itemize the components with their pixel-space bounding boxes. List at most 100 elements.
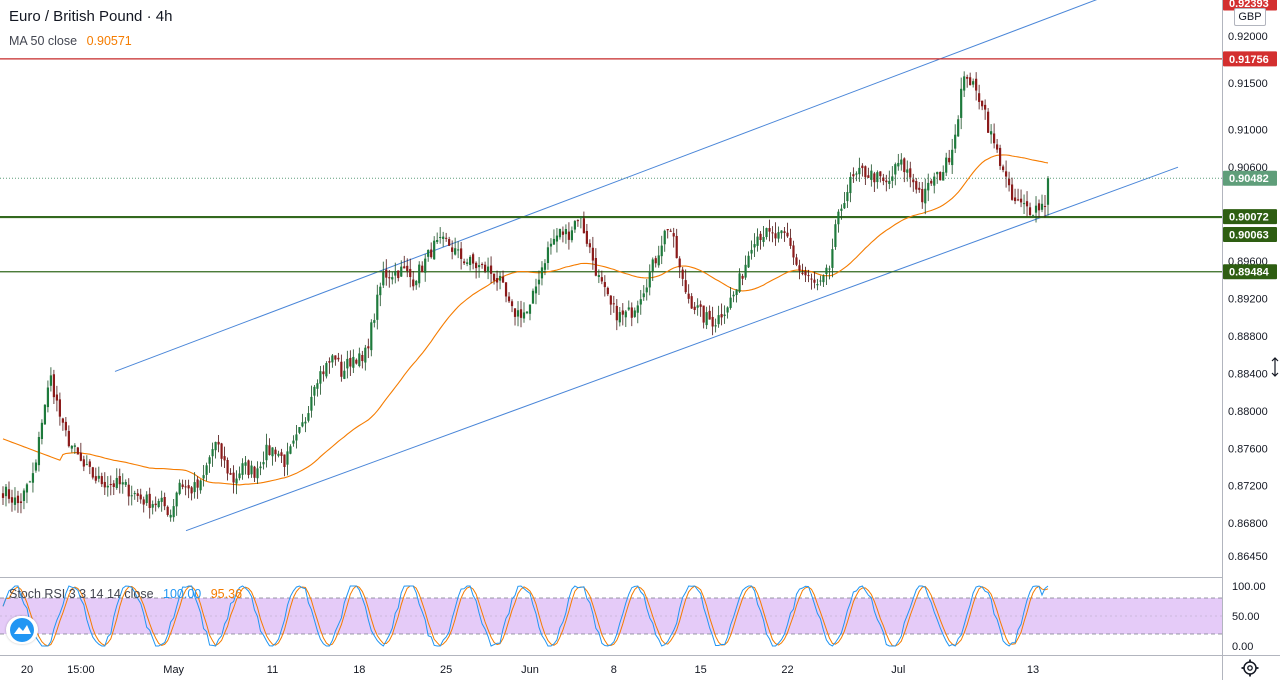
symbol-title[interactable]: Euro / British Pound · 4h (9, 8, 172, 25)
candle-body (196, 479, 199, 488)
ma-legend[interactable]: MA 50 close 0.90571 (9, 34, 132, 48)
candle-body (555, 235, 559, 242)
candle-body (564, 228, 568, 235)
candle-body (570, 230, 574, 241)
moving-average (2, 154, 1049, 486)
candle-body (873, 173, 876, 183)
stoch-rsi-pane (0, 585, 1222, 647)
candle-body (903, 158, 906, 173)
ma-legend-value: 0.90571 (86, 34, 132, 48)
candle-body (636, 305, 639, 313)
candle-body (58, 399, 61, 417)
candle-body (382, 272, 385, 286)
candle-body (981, 100, 984, 107)
price-tag-0.91756: 0.91756 (1229, 54, 1269, 66)
candle-body (867, 175, 870, 178)
candle-body (666, 229, 669, 231)
candle-body (1, 493, 5, 498)
candle-body (990, 131, 993, 135)
candle-body (693, 306, 696, 310)
candle-body (103, 481, 106, 488)
candle-body (546, 247, 550, 264)
y-tick-label: 0.86800 (1228, 518, 1268, 530)
candle-body (723, 314, 726, 317)
candle-body (861, 165, 864, 169)
candle-body (516, 310, 520, 317)
candle-body (1007, 178, 1011, 186)
candle-body (85, 464, 88, 466)
price-tag-0.92393: 0.92393 (1229, 0, 1269, 10)
axis-drag-handle[interactable] (1271, 356, 1280, 378)
y-tick-label: 0.87600 (1228, 443, 1268, 455)
candle-body (651, 259, 654, 272)
candle-body (157, 500, 160, 508)
candle-body (600, 277, 603, 282)
candle-body (951, 149, 954, 166)
candle-body (843, 203, 846, 209)
ma-legend-label: MA 50 close (9, 34, 78, 48)
gear-icon[interactable] (1241, 659, 1259, 677)
candle-body (513, 308, 517, 317)
candle-body (52, 374, 56, 398)
candle-body (993, 133, 996, 144)
candle-body (337, 357, 340, 360)
candle-body (4, 486, 8, 497)
price-tags: 0.92393 0.91756 0.90482 0.90072 0.90063 0.894… (1223, 0, 1277, 280)
candle-body (822, 275, 825, 283)
candle-body (768, 228, 771, 232)
candle-body (972, 81, 975, 85)
price-axis[interactable]: 0.920000.915000.910000.906000.896000.892… (1228, 31, 1268, 653)
candle-body (349, 357, 352, 367)
candle-body (558, 228, 562, 238)
candle-body (220, 443, 223, 459)
y-tick-label: 0.86450 (1228, 551, 1268, 563)
candle-body (322, 371, 325, 375)
currency-badge[interactable]: GBP (1234, 8, 1266, 26)
candle-body (759, 233, 762, 241)
candle-body (295, 434, 298, 441)
rsi-legend[interactable]: Stoch RSI 3 3 14 14 close 100.00 95.36 (9, 587, 242, 601)
candle-body (373, 320, 376, 323)
candle-body (139, 494, 142, 500)
candle-body (271, 447, 274, 457)
candle-body (112, 483, 115, 488)
candle-body (1004, 171, 1008, 177)
candle-body (301, 422, 304, 427)
candle-body (531, 290, 535, 304)
candle-body (678, 258, 681, 268)
candle-body (864, 166, 867, 178)
candle-body (735, 289, 738, 296)
candle-body (834, 224, 837, 247)
candle-body (819, 280, 822, 282)
price-tag-bg (1223, 264, 1277, 280)
candle-body (810, 278, 813, 280)
candle-body (741, 275, 744, 279)
candle-body (166, 506, 169, 515)
candle-body (298, 427, 301, 433)
symbol-title-text: Euro / British Pound · 4h (9, 8, 173, 25)
time-axis[interactable]: 20 15:00 May 11 18 25 Jun 8 15 22 Jul 13 (21, 664, 1039, 676)
candle-body (780, 230, 783, 234)
candle-body (474, 262, 478, 269)
candle-body (1022, 203, 1026, 205)
y-tick-label: 0.88400 (1228, 368, 1268, 380)
candle-body (70, 445, 73, 449)
candle-body (1043, 205, 1047, 207)
candle-body (343, 370, 346, 379)
candle-body (73, 445, 76, 447)
candle-body (606, 287, 609, 295)
candle-body (750, 249, 753, 254)
logo-icon[interactable] (6, 616, 38, 644)
candle-body (792, 245, 795, 258)
candle-body (948, 157, 951, 163)
candle-body (528, 304, 532, 314)
price-tag-0.90063: 0.90063 (1229, 229, 1269, 241)
candle-body (169, 514, 172, 518)
candle-body (265, 444, 268, 461)
candle-body (771, 232, 774, 234)
candle-body (79, 452, 82, 461)
candle-body (882, 177, 885, 182)
candle-body (639, 299, 642, 305)
candle-body (439, 237, 442, 239)
